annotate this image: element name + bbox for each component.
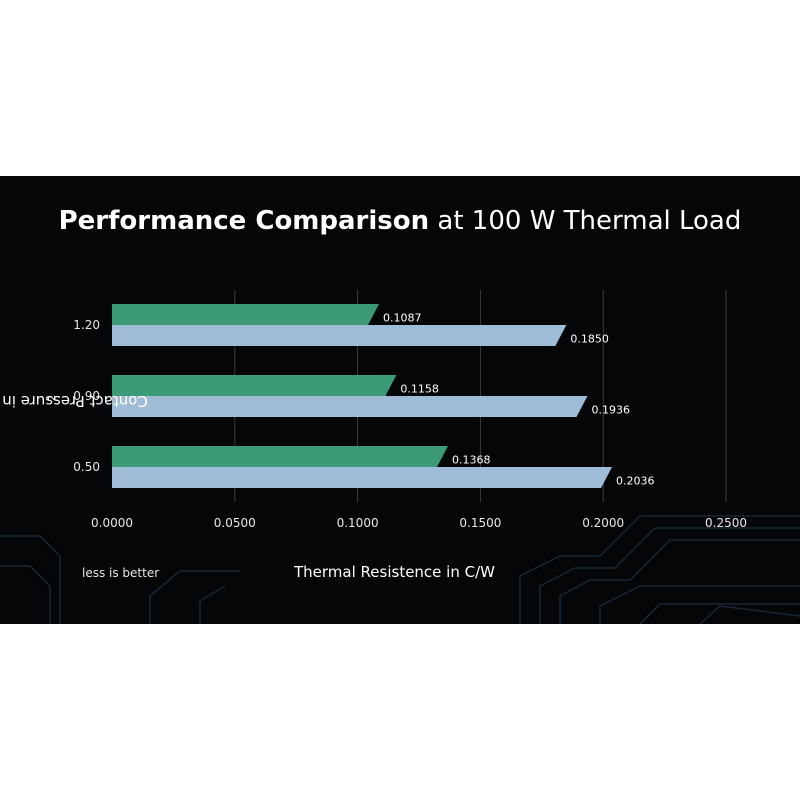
y-tick-label: 1.20	[73, 318, 100, 332]
data-label: 0.1368	[452, 454, 491, 467]
x-axis-title: Thermal Resistence in C/W	[294, 563, 495, 581]
chart-title: Performance Comparison at 100 W Thermal …	[0, 206, 800, 236]
circuit-background-decoration	[0, 515, 800, 624]
y-tick-label: 0.50	[73, 460, 100, 474]
x-tick-label: 0.0000	[91, 516, 133, 530]
bar	[112, 396, 588, 417]
bar	[112, 375, 397, 396]
chart-panel: Performance Comparison at 100 W Thermal …	[0, 176, 800, 624]
x-tick-label: 0.1500	[459, 516, 501, 530]
bar-chart: 0.0000 0.0500 0.1000 0.1500 0.2000 0.2500 1.20…	[73, 290, 747, 530]
bar	[112, 304, 379, 325]
data-label: 0.1850	[570, 333, 609, 346]
x-tick-label: 0.2000	[582, 516, 624, 530]
data-label: 0.2036	[616, 475, 655, 488]
chart-title-rest: at 100 W Thermal Load	[437, 206, 742, 236]
y-axis-title-text: Contact Pressure in kgf/cm	[0, 392, 148, 411]
data-label: 0.1158	[400, 383, 439, 396]
bar	[112, 325, 567, 346]
bar	[112, 467, 613, 488]
x-tick-label: 0.1000	[337, 516, 379, 530]
less-is-better-note: less is better	[82, 566, 160, 580]
data-label: 0.1087	[383, 312, 422, 325]
y-tick-label: 0.90	[73, 389, 100, 403]
x-tick-label: 0.0500	[214, 516, 256, 530]
x-tick-label: 0.2500	[705, 516, 747, 530]
chart-title-bold: Performance Comparison	[58, 206, 430, 236]
bar	[112, 446, 448, 467]
data-label: 0.1936	[591, 404, 630, 417]
